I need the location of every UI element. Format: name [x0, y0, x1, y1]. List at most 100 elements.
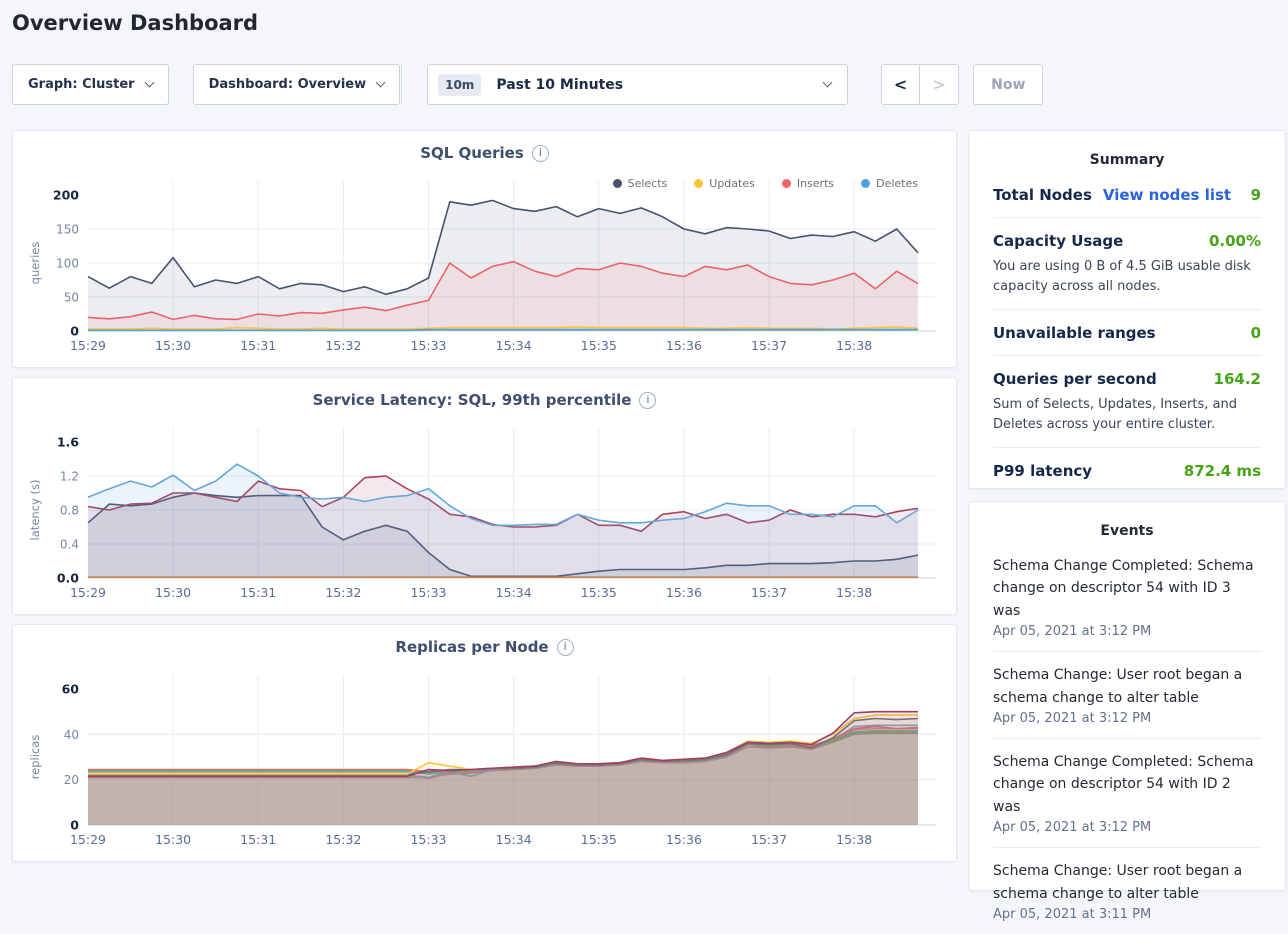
summary-value: 9 — [1250, 186, 1261, 204]
toolbar-divider — [401, 64, 403, 105]
summary-panel: Summary Total Nodes View nodes list 9 Ca… — [968, 130, 1286, 489]
prev-range-button[interactable]: < — [881, 64, 921, 105]
svg-text:15:31: 15:31 — [240, 585, 276, 600]
event-text: Schema Change Completed: Schema change o… — [993, 753, 1254, 815]
legend-item-selects: Selects — [612, 177, 667, 190]
event-item: Schema Change: User root began a schema … — [993, 848, 1261, 934]
dashboard-dropdown[interactable]: Dashboard: Overview — [192, 64, 401, 105]
svg-text:15:29: 15:29 — [70, 832, 106, 847]
now-button: Now — [973, 64, 1044, 105]
svg-text:0.4: 0.4 — [60, 538, 79, 552]
svg-text:15:34: 15:34 — [496, 585, 532, 600]
svg-text:replicas: replicas — [28, 735, 42, 780]
dashboard-dropdown-label: Dashboard: Overview — [208, 77, 367, 92]
legend-dot — [781, 179, 791, 188]
event-item: Schema Change: User root began a schema … — [993, 652, 1261, 739]
summary-row-unavailable-ranges: Unavailable ranges 0 — [993, 310, 1261, 356]
event-item: Schema Change Completed: Schema change o… — [993, 739, 1261, 849]
graph-dropdown[interactable]: Graph: Cluster — [12, 64, 169, 105]
svg-text:0.0: 0.0 — [57, 571, 79, 586]
svg-text:15:30: 15:30 — [155, 585, 191, 600]
next-range-button: > — [920, 64, 960, 105]
svg-text:15:34: 15:34 — [496, 832, 532, 847]
service-latency-chart[interactable]: 0.0 0.4 0.8 1.2 1.6 15:29 15:30 15:31 15:32 15:33… — [25, 426, 946, 604]
summary-label: Unavailable ranges — [993, 324, 1156, 342]
svg-text:15:37: 15:37 — [751, 338, 787, 353]
summary-value: 0 — [1250, 324, 1261, 342]
chart-title: SQL Queries — [420, 144, 524, 162]
summary-label: Capacity Usage — [993, 232, 1124, 250]
time-range-badge: 10m — [438, 73, 482, 96]
summary-row-queries-per-second: Queries per second 164.2 Sum of Selects,… — [993, 356, 1261, 448]
view-nodes-list-link[interactable]: View nodes list — [1102, 186, 1232, 204]
svg-text:15:37: 15:37 — [751, 585, 787, 600]
svg-text:15:35: 15:35 — [581, 585, 617, 600]
events-list: Schema Change Completed: Schema change o… — [993, 543, 1261, 934]
summary-value: 0.00% — [1208, 232, 1261, 250]
svg-text:latency (s): latency (s) — [28, 480, 42, 541]
svg-text:15:30: 15:30 — [155, 832, 191, 847]
svg-text:15:38: 15:38 — [836, 585, 872, 600]
summary-label: Total Nodes — [993, 186, 1092, 204]
legend-dot — [612, 179, 622, 188]
summary-row-capacity-usage: Capacity Usage 0.00% You are using 0 B o… — [993, 218, 1261, 310]
svg-text:15:35: 15:35 — [581, 338, 617, 353]
svg-text:15:34: 15:34 — [496, 338, 532, 353]
info-icon[interactable]: i — [556, 638, 574, 656]
svg-text:15:35: 15:35 — [581, 832, 617, 847]
svg-text:0.8: 0.8 — [60, 504, 79, 518]
svg-text:40: 40 — [64, 728, 79, 742]
replicas-per-node-panel: Replicas per Node i 0 20 40 60 15:29 15:30 15:… — [12, 624, 957, 862]
event-timestamp: Apr 05, 2021 at 3:12 PM — [993, 624, 1152, 640]
info-icon[interactable]: i — [531, 144, 549, 162]
sql-queries-chart[interactable]: 0 50 100 150 200 15:29 15:30 15:31 15:32 15:33 15:… — [25, 179, 946, 357]
event-timestamp: Apr 05, 2021 at 3:12 PM — [993, 710, 1152, 726]
svg-text:15:29: 15:29 — [70, 338, 106, 353]
summary-desc: Sum of Selects, Updates, Inserts, and De… — [993, 397, 1237, 432]
events-title: Events — [1100, 523, 1154, 539]
time-range-selector[interactable]: 10m Past 10 Minutes — [427, 64, 849, 105]
chart-title: Replicas per Node — [395, 638, 549, 656]
svg-text:15:33: 15:33 — [410, 338, 446, 353]
svg-text:15:32: 15:32 — [325, 338, 361, 353]
chart-title: Service Latency: SQL, 99th percentile — [312, 391, 632, 409]
legend-item-deletes: Deletes — [861, 177, 918, 190]
svg-text:60: 60 — [62, 682, 80, 697]
events-panel: Events Schema Change Completed: Schema c… — [968, 501, 1286, 922]
info-icon[interactable]: i — [639, 391, 657, 409]
svg-text:15:30: 15:30 — [155, 338, 191, 353]
chevron-right-icon: > — [932, 75, 946, 94]
toolbar: Graph: Cluster Dashboard: Overview 10m P… — [12, 64, 1044, 105]
replicas-per-node-chart[interactable]: 0 20 40 60 15:29 15:30 15:31 15:32 15:33 15:34 15:… — [25, 673, 946, 851]
svg-text:200: 200 — [53, 188, 79, 203]
event-timestamp: Apr 05, 2021 at 3:12 PM — [993, 820, 1152, 836]
svg-text:20: 20 — [64, 773, 79, 787]
svg-text:1.2: 1.2 — [60, 470, 79, 484]
summary-row-total-nodes: Total Nodes View nodes list 9 — [993, 172, 1261, 218]
event-item: Schema Change Completed: Schema change o… — [993, 543, 1261, 653]
event-timestamp: Apr 05, 2021 at 3:11 PM — [993, 906, 1152, 922]
event-text: Schema Change: User root began a schema … — [993, 863, 1243, 902]
summary-label: Queries per second — [993, 370, 1157, 388]
summary-row-p99-latency: P99 latency 872.4 ms — [993, 448, 1261, 493]
svg-text:50: 50 — [64, 291, 79, 305]
time-nav-group: < > — [881, 64, 960, 105]
event-text: Schema Change: User root began a schema … — [993, 667, 1243, 706]
sql-queries-panel: SQL Queries i Selects Updates Inserts Delet… — [12, 130, 957, 368]
svg-text:15:31: 15:31 — [240, 338, 276, 353]
svg-text:1.6: 1.6 — [57, 435, 79, 450]
chevron-down-icon — [822, 77, 833, 88]
chevron-down-icon — [144, 77, 155, 88]
time-range-label: Past 10 Minutes — [496, 76, 624, 93]
summary-label: P99 latency — [993, 462, 1093, 480]
svg-text:15:33: 15:33 — [410, 832, 446, 847]
svg-text:100: 100 — [56, 257, 79, 271]
svg-text:0: 0 — [70, 818, 79, 833]
legend-item-updates: Updates — [694, 177, 755, 190]
svg-text:15:33: 15:33 — [410, 585, 446, 600]
summary-title: Summary — [1089, 152, 1165, 168]
svg-text:15:38: 15:38 — [836, 338, 872, 353]
legend-item-inserts: Inserts — [781, 177, 834, 190]
svg-text:15:32: 15:32 — [325, 832, 361, 847]
graph-dropdown-label: Graph: Cluster — [28, 77, 135, 92]
